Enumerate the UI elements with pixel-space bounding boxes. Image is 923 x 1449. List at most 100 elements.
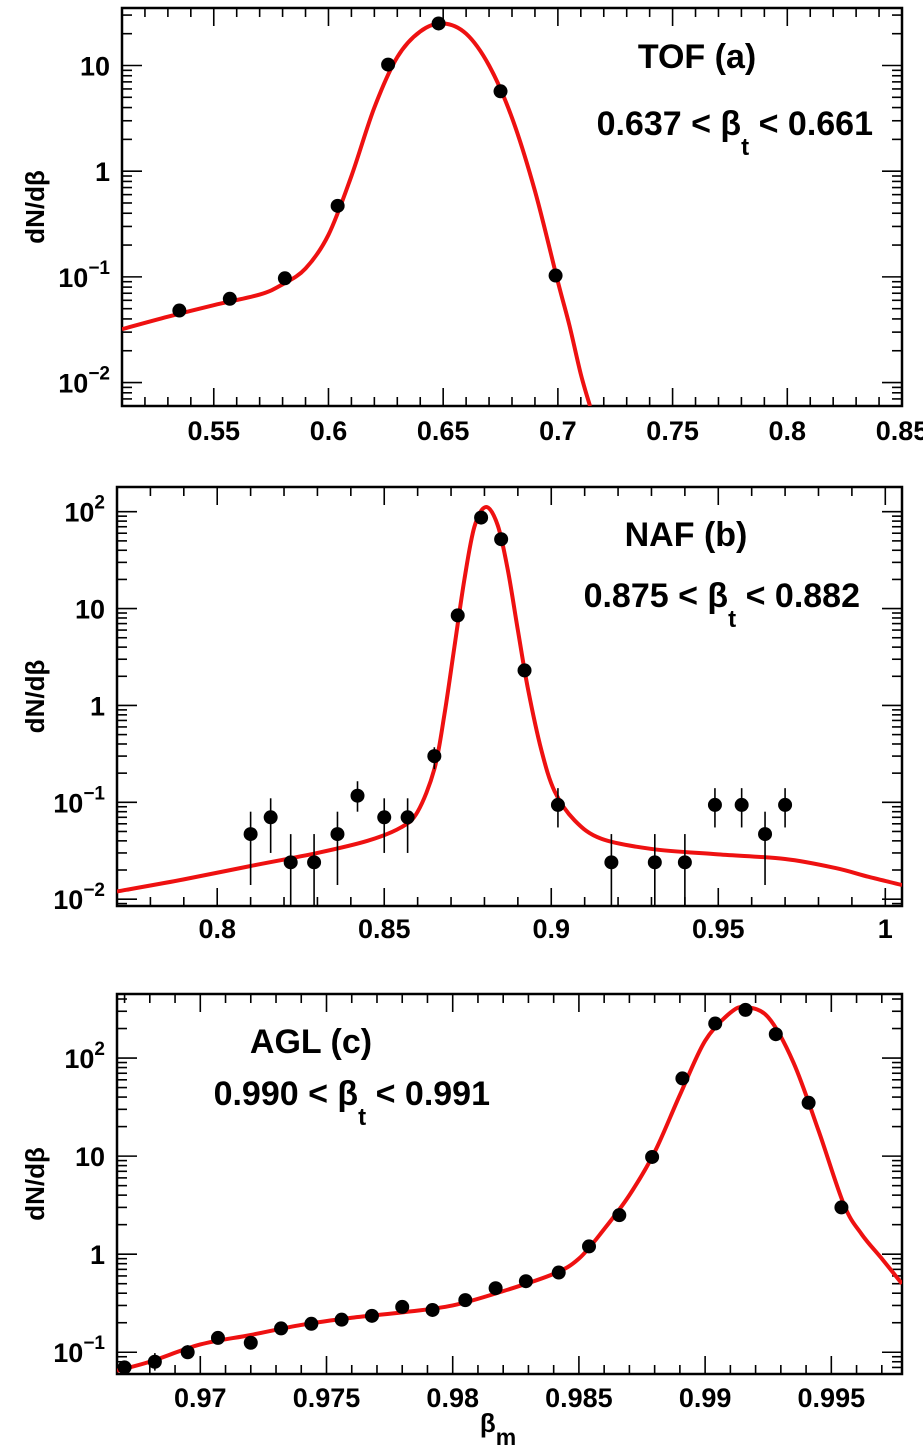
y-tick-label: 10−2 — [53, 880, 105, 915]
data-point — [222, 291, 237, 306]
data-point — [274, 1321, 289, 1336]
y-tick-label: 102 — [64, 493, 105, 528]
plot-area — [122, 16, 592, 406]
y-tick-label: 10−2 — [58, 364, 110, 399]
x-tick-label: 0.97 — [174, 1383, 227, 1413]
data-point — [548, 268, 563, 283]
y-tick-label: 102 — [64, 1039, 105, 1074]
data-point — [517, 663, 532, 678]
y-tick-label: 10−1 — [58, 258, 110, 293]
data-point — [334, 1312, 349, 1327]
x-tick-label: 0.995 — [798, 1383, 866, 1413]
y-tick-label: 10−1 — [53, 783, 105, 818]
y-tick-label: 10 — [80, 51, 110, 81]
data-point — [431, 16, 446, 31]
data-point — [425, 1302, 440, 1317]
panel-naf: 0.8 0.85 0.9 0.95 1 10−2 10−1 1 10 102 dN/dβ NAF (b… — [20, 485, 904, 944]
data-point — [677, 855, 692, 870]
beta-range-label: 0.637 < βt < 0.661 — [597, 105, 873, 161]
data-point — [758, 827, 773, 842]
fit-curve — [117, 1004, 902, 1373]
y-tick-label: 1 — [95, 157, 110, 187]
x-tick-label: 0.75 — [646, 416, 699, 446]
x-tick-label: 0.975 — [293, 1383, 361, 1413]
data-point — [117, 1360, 132, 1374]
data-point — [604, 855, 619, 870]
detector-label: TOF (a) — [638, 38, 756, 76]
data-point — [277, 271, 292, 286]
x-tick-label: 0.8 — [198, 914, 236, 944]
data-point — [647, 855, 662, 870]
x-tick-label: 0.6 — [310, 416, 348, 446]
data-point — [147, 1354, 162, 1369]
data-point — [243, 827, 258, 842]
y-tick-label: 10 — [75, 595, 105, 625]
x-tick-label: 0.8 — [769, 416, 807, 446]
plot-frame — [115, 485, 904, 908]
plot-area — [117, 1002, 902, 1374]
x-tick-label: 0.95 — [692, 914, 745, 944]
x-tick-label: 0.65 — [417, 416, 470, 446]
fit-curve — [117, 504, 902, 894]
panel-tof: 0.55 0.6 0.65 0.7 0.75 0.8 0.85 10−2 10−1 1 10 dN/d… — [20, 6, 923, 446]
x-tick-label: 0.98 — [426, 1383, 479, 1413]
plot-area — [117, 504, 902, 906]
data-point — [494, 532, 509, 547]
data-point — [708, 1016, 723, 1031]
beta-range-label: 0.990 < βt < 0.991 — [214, 1075, 490, 1131]
data-point — [734, 797, 749, 812]
data-point — [551, 1265, 566, 1280]
data-point — [180, 1345, 195, 1360]
x-tick-label: 0.55 — [187, 416, 240, 446]
data-point — [645, 1149, 660, 1164]
panel-agl: 0.97 0.975 0.98 0.985 0.99 0.995 10−1 1 10 102 dN/… — [20, 992, 904, 1449]
data-point — [364, 1308, 379, 1323]
x-tick-label: 0.9 — [532, 914, 570, 944]
data-point — [488, 1281, 503, 1296]
data-point — [283, 855, 298, 870]
x-tick-label: 0.85 — [358, 914, 411, 944]
x-axis-label: βm — [480, 1408, 516, 1449]
data-point — [381, 57, 396, 72]
data-point — [400, 810, 415, 825]
data-point — [458, 1293, 473, 1308]
y-tick-label: 1 — [90, 691, 105, 721]
data-point — [518, 1274, 533, 1289]
data-point — [474, 510, 489, 525]
x-tick-label: 0.85 — [876, 416, 923, 446]
y-axis-label: dN/dβ — [20, 170, 50, 244]
data-point — [304, 1316, 319, 1331]
data-point — [172, 303, 187, 318]
y-tick-label: 10−1 — [53, 1333, 105, 1368]
data-point — [778, 797, 793, 812]
x-tick-label: 0.99 — [679, 1383, 732, 1413]
data-point — [612, 1208, 627, 1223]
x-tick-label: 0.985 — [545, 1383, 613, 1413]
data-point — [450, 608, 465, 623]
y-axis-label: dN/dβ — [20, 660, 50, 734]
data-point — [834, 1200, 849, 1215]
data-point — [395, 1299, 410, 1314]
data-point — [582, 1239, 597, 1254]
data-point — [243, 1335, 258, 1350]
data-point — [210, 1330, 225, 1345]
fit-curve — [122, 21, 592, 406]
data-point — [707, 797, 722, 812]
data-point — [263, 810, 278, 825]
data-point — [330, 827, 345, 842]
data-point — [493, 84, 508, 99]
data-point — [307, 855, 322, 870]
data-point — [350, 788, 365, 803]
plot-frame — [120, 6, 904, 408]
detector-label: NAF (b) — [625, 516, 748, 554]
data-point — [675, 1071, 690, 1086]
detector-label: AGL (c) — [250, 1023, 372, 1061]
y-tick-label: 1 — [90, 1240, 105, 1270]
x-tick-label: 1 — [878, 914, 893, 944]
data-point — [330, 198, 345, 213]
data-point — [427, 749, 442, 764]
plot-frame — [115, 992, 904, 1376]
data-point — [738, 1002, 753, 1017]
beta-range-label: 0.875 < βt < 0.882 — [584, 577, 860, 633]
